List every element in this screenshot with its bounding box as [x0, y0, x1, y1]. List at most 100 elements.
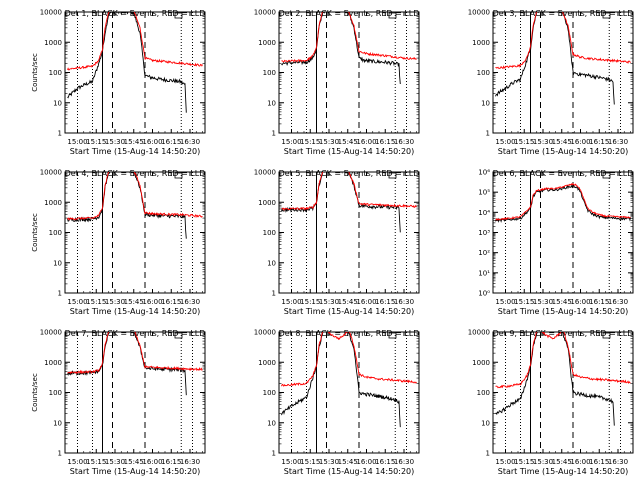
x-tick-label: 16:15 — [589, 298, 609, 306]
y-tick-label: 10 — [267, 419, 276, 427]
y-tick-label: 100 — [477, 389, 490, 397]
x-tick-label: 16:15 — [161, 298, 181, 306]
y-tick-label: 10 — [267, 99, 276, 107]
x-tick-label: 15:15 — [86, 138, 106, 146]
x-axis-label: Start Time (15-Aug-14 14:50:20) — [498, 307, 629, 316]
y-tick-label: 10000 — [254, 329, 276, 337]
y-tick-label: 10² — [478, 249, 490, 257]
panel-title: Det 6, BLACK = Events, RED = LLD — [493, 169, 634, 178]
x-tick-label: 16:30 — [180, 298, 200, 306]
series-line-lld — [495, 12, 631, 70]
x-tick-label: 16:30 — [608, 458, 628, 466]
y-tick-label: 1 — [58, 130, 62, 138]
y-tick-label: 10000 — [40, 169, 62, 177]
x-tick-label: 16:00 — [142, 298, 162, 306]
plot-frame — [64, 11, 206, 134]
y-tick-label: 10000 — [468, 329, 490, 337]
legend-box — [388, 172, 397, 179]
series-line-lld — [67, 12, 203, 71]
x-tick-label: 16:00 — [142, 138, 162, 146]
plot-frame — [278, 331, 420, 454]
legend-box — [602, 12, 611, 19]
y-tick-label: 1 — [486, 130, 490, 138]
x-tick-label: 15:30 — [533, 298, 553, 306]
x-tick-label: 15:30 — [319, 458, 339, 466]
y-tick-label: 1 — [58, 450, 62, 458]
detector-panel-4: 1 10 100 1000 10000 15:0015:1515:3015:4516:00… — [31, 169, 206, 316]
series-line-lld — [281, 172, 417, 211]
x-tick-label: 16:30 — [180, 138, 200, 146]
x-tick-label: 16:30 — [608, 298, 628, 306]
x-tick-label: 15:45 — [124, 458, 144, 466]
y-tick-label: 10000 — [468, 9, 490, 17]
x-axis-label: Start Time (15-Aug-14 14:50:20) — [70, 147, 201, 156]
x-axis-label: Start Time (15-Aug-14 14:50:20) — [498, 147, 629, 156]
plot-frame — [492, 11, 634, 134]
x-tick-label: 16:15 — [375, 458, 395, 466]
y-tick-label: 10 — [53, 419, 62, 427]
y-tick-label: 10 — [53, 99, 62, 107]
y-tick-label: 100 — [263, 229, 276, 237]
detector-panel-8: 1 10 100 1000 10000 15:0015:1515:3015:4516:00… — [254, 329, 420, 476]
y-tick-label: 1000 — [44, 359, 62, 367]
y-tick-label: 10000 — [40, 329, 62, 337]
detector-panel-3: 1 10 100 1000 10000 15:0015:1515:3015:4516:00… — [468, 9, 634, 156]
x-axis-label: Start Time (15-Aug-14 14:50:20) — [284, 307, 415, 316]
series-line-events — [281, 12, 401, 85]
x-tick-label: 16:15 — [161, 458, 181, 466]
y-tick-label: 10 — [481, 99, 490, 107]
y-tick-label: 1000 — [258, 199, 276, 207]
x-tick-label: 15:00 — [67, 138, 87, 146]
x-tick-label: 15:30 — [319, 298, 339, 306]
x-tick-label: 15:15 — [300, 298, 320, 306]
y-tick-label: 1000 — [258, 359, 276, 367]
series-line-lld — [281, 332, 417, 387]
x-axis-label: Start Time (15-Aug-14 14:50:20) — [70, 307, 201, 316]
plot-frame — [64, 331, 206, 454]
x-axis-label: Start Time (15-Aug-14 14:50:20) — [284, 467, 415, 476]
y-tick-label: 10⁵ — [478, 189, 490, 197]
x-tick-label: 16:00 — [570, 458, 590, 466]
y-tick-label: 1 — [58, 290, 62, 298]
series-line-events — [67, 12, 187, 113]
x-tick-label: 16:15 — [161, 138, 181, 146]
x-tick-label: 15:45 — [552, 138, 572, 146]
x-tick-label: 16:30 — [394, 138, 414, 146]
x-tick-label: 15:15 — [86, 458, 106, 466]
detector-panel-1: 1 10 100 1000 10000 15:0015:1515:3015:4516:00… — [31, 9, 206, 156]
series-line-events — [495, 12, 615, 105]
y-tick-label: 1 — [272, 290, 276, 298]
x-tick-label: 15:30 — [105, 458, 125, 466]
x-tick-label: 16:30 — [180, 458, 200, 466]
x-tick-label: 15:45 — [552, 298, 572, 306]
legend-box — [388, 332, 397, 339]
legend-box — [602, 332, 611, 339]
legend-box — [174, 332, 183, 339]
y-tick-label: 10⁴ — [478, 209, 490, 217]
x-axis-label: Start Time (15-Aug-14 14:50:20) — [498, 467, 629, 476]
series-line-events — [495, 184, 631, 223]
y-tick-label: 100 — [477, 69, 490, 77]
y-tick-label: 100 — [49, 229, 62, 237]
y-tick-label: 1000 — [472, 359, 490, 367]
y-tick-label: 10⁶ — [478, 169, 490, 177]
series-line-lld — [495, 182, 631, 221]
y-tick-label: 1000 — [472, 39, 490, 47]
y-tick-label: 1 — [486, 450, 490, 458]
x-tick-label: 15:15 — [300, 458, 320, 466]
y-axis-label: Counts/sec — [31, 53, 39, 92]
x-tick-label: 16:15 — [375, 298, 395, 306]
x-tick-label: 16:00 — [570, 138, 590, 146]
plot-frame — [278, 11, 420, 134]
x-tick-label: 15:00 — [281, 458, 301, 466]
y-tick-label: 1000 — [44, 199, 62, 207]
x-tick-label: 16:00 — [356, 298, 376, 306]
series-line-lld — [67, 172, 203, 221]
y-tick-label: 1000 — [44, 39, 62, 47]
y-tick-label: 10³ — [478, 229, 490, 237]
y-tick-label: 10000 — [254, 9, 276, 17]
plot-frame — [278, 171, 420, 294]
x-tick-label: 15:00 — [495, 298, 515, 306]
detector-panel-2: 1 10 100 1000 10000 15:0015:1515:3015:4516:00… — [254, 9, 420, 156]
